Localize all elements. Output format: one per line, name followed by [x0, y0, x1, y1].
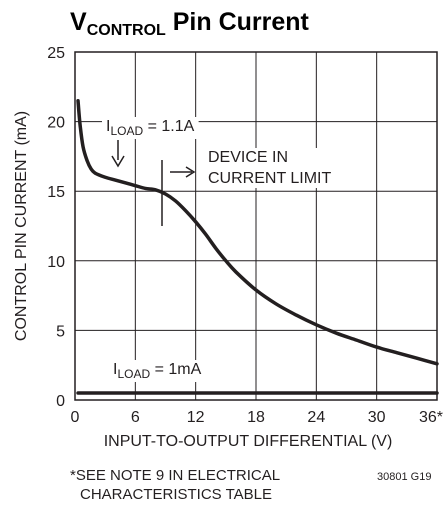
figure-code: 30801 G19 [377, 471, 432, 483]
series-line-iload-1-1a [76, 98, 439, 366]
x-tick-label: 30 [368, 409, 386, 426]
x-tick-label: 12 [187, 409, 205, 426]
y-tick-label: 20 [47, 115, 65, 132]
x-tick-label: 6 [131, 409, 140, 426]
y-tick-labels: 0 5 10 15 20 25 [47, 45, 65, 410]
chart-title-rest: Pin Current [166, 8, 310, 36]
footnote-line2: CHARACTERISTICS TABLE [80, 486, 272, 503]
arrowhead-icon [185, 166, 196, 178]
iload-high-label-bg [102, 117, 199, 139]
footnote-line1: *SEE NOTE 9 IN ELECTRICAL [70, 467, 281, 484]
iload-high-label: ILOAD = 1.1A [106, 118, 195, 138]
x-tick-label: 0 [71, 409, 80, 426]
iload-low-subscript: LOAD [117, 367, 150, 381]
x-tick-labels: 0 6 12 18 24 30 36* [71, 409, 443, 426]
current-limit-label-line1: DEVICE IN [208, 149, 288, 166]
iload-low-label: ILOAD = 1mA [113, 361, 202, 381]
iload-low-label-bg [109, 360, 206, 382]
chart-title-subscript: CONTROL [87, 22, 166, 39]
chart-title: VCONTROL Pin Current [70, 8, 310, 39]
iload-high-prefix: I [106, 118, 110, 135]
y-tick-label: 10 [47, 254, 65, 271]
plot-frame [74, 51, 438, 401]
x-tick-label: 36* [419, 409, 443, 426]
iload-low-prefix: I [113, 361, 117, 378]
current-limit-marker [161, 160, 196, 226]
iload-high-subscript: LOAD [110, 124, 143, 138]
series-lines [76, 98, 439, 395]
iload-high-rest: = 1.1A [143, 118, 194, 135]
y-tick-label: 15 [47, 184, 65, 201]
footnote: *SEE NOTE 9 IN ELECTRICAL CHARACTERISTIC… [70, 466, 280, 504]
x-tick-label: 18 [247, 409, 265, 426]
x-axis-label: INPUT-TO-OUTPUT DIFFERENTIAL (V) [104, 433, 393, 450]
iload-high-arrow [111, 140, 125, 168]
y-axis-label: CONTROL PIN CURRENT (mA) [13, 111, 30, 341]
y-tick-label: 25 [47, 45, 65, 62]
current-limit-label-bg [204, 148, 336, 188]
arrowhead-icon [111, 155, 125, 168]
x-tick-label: 24 [307, 409, 325, 426]
y-tick-label: 5 [56, 323, 65, 340]
iload-low-rest: = 1mA [150, 361, 201, 378]
y-tick-label: 0 [56, 393, 65, 410]
chart-title-main: V [70, 8, 87, 36]
current-limit-label-line2: CURRENT LIMIT [208, 170, 331, 187]
